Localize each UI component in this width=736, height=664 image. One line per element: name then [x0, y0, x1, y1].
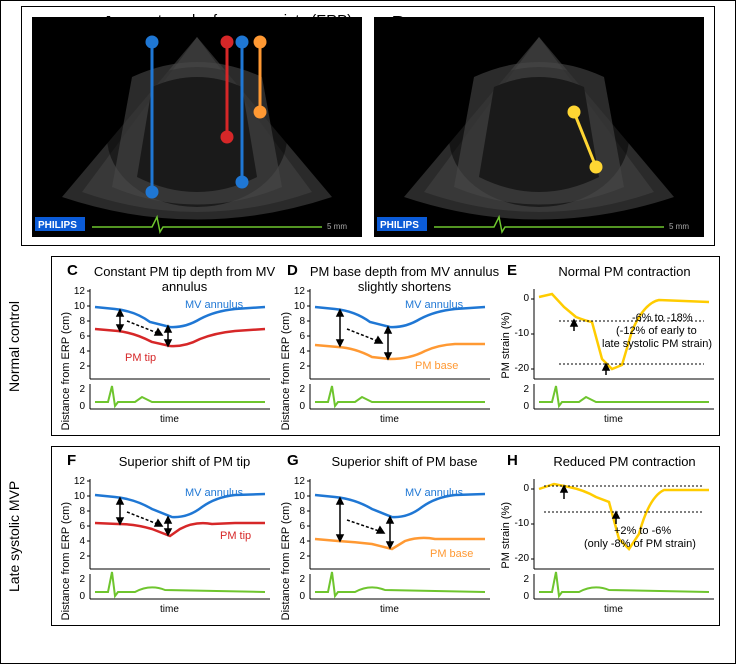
- pm-tip-label-c: PM tip: [125, 352, 156, 364]
- svg-text:4: 4: [79, 536, 85, 547]
- svg-text:8: 8: [79, 316, 85, 327]
- svg-text:5 mm: 5 mm: [669, 222, 689, 231]
- svg-text:2: 2: [299, 361, 305, 372]
- svg-text:6: 6: [299, 331, 305, 342]
- svg-text:0: 0: [79, 401, 85, 412]
- svg-text:0: 0: [523, 293, 529, 304]
- panel-d: D PM base depth from MV annulus slightly…: [282, 262, 497, 432]
- svg-text:4: 4: [299, 536, 305, 547]
- ultrasound-row: external reference points (ERP) A B: [21, 6, 715, 246]
- xlabel-f: time: [160, 604, 179, 615]
- svg-text:6: 6: [299, 521, 305, 532]
- xlabel-c: time: [160, 414, 179, 425]
- svg-text:2: 2: [523, 574, 529, 585]
- annot-h1: +2% to -6%: [614, 525, 671, 537]
- panel-g-title: Superior shift of PM base: [297, 454, 512, 469]
- panel-f-title: Superior shift of PM tip: [77, 454, 292, 469]
- ultrasound-a-svg: PHILIPS 5 mm: [32, 17, 362, 237]
- chart-d-svg: 12 10 8 6 4 2 MV annulus PM base: [282, 284, 497, 429]
- svg-text:12: 12: [74, 476, 86, 487]
- svg-text:-10: -10: [515, 328, 530, 339]
- svg-text:2: 2: [299, 384, 305, 395]
- svg-text:2: 2: [79, 574, 85, 585]
- svg-text:8: 8: [299, 316, 305, 327]
- chart-g-svg: 12 10 8 6 4 2 MV annulus PM base: [282, 474, 497, 619]
- panel-f: F Superior shift of PM tip 12 10 8 6 4 2…: [62, 452, 277, 622]
- svg-text:6: 6: [79, 521, 85, 532]
- mv-annulus-label-c: MV annulus: [185, 299, 244, 311]
- svg-text:2: 2: [79, 361, 85, 372]
- svg-text:-10: -10: [515, 518, 530, 529]
- svg-text:2: 2: [299, 551, 305, 562]
- svg-text:0: 0: [523, 483, 529, 494]
- annot-e1: -6% to -18%: [632, 312, 693, 324]
- chart-h-svg: 0 -10 -20 +2% to -6% (only -8% of PM str…: [502, 474, 717, 619]
- annot-h2: (only -8% of PM strain): [584, 538, 696, 550]
- svg-text:10: 10: [294, 491, 306, 502]
- panel-h-title: Reduced PM contraction: [517, 454, 732, 469]
- annot-e3: late systolic PM strain): [602, 338, 712, 350]
- mvp-row-label: Late systolic MVP: [6, 471, 46, 601]
- ylabel-h: PM strain (%): [500, 502, 512, 569]
- pm-tip-label-f: PM tip: [220, 530, 251, 542]
- svg-text:2: 2: [523, 384, 529, 395]
- mv-annulus-label-f: MV annulus: [185, 487, 244, 499]
- pm-base-label-d: PM base: [415, 360, 458, 372]
- svg-text:5 mm: 5 mm: [327, 222, 347, 231]
- svg-text:0: 0: [299, 591, 305, 602]
- svg-text:0: 0: [299, 401, 305, 412]
- panel-c: C Constant PM tip depth from MV annulus …: [62, 262, 277, 432]
- panel-e-title: Normal PM contraction: [517, 264, 732, 279]
- svg-text:8: 8: [79, 506, 85, 517]
- xlabel-d: time: [380, 414, 399, 425]
- ultrasound-panel-b: PHILIPS 5 mm: [374, 17, 704, 237]
- ultrasound-panel-a: PHILIPS 5 mm: [32, 17, 362, 237]
- figure-container: external reference points (ERP) A B: [0, 0, 736, 664]
- svg-text:4: 4: [299, 346, 305, 357]
- svg-text:4: 4: [79, 346, 85, 357]
- ylabel-c: Distance from ERP (cm): [60, 312, 72, 430]
- svg-text:0: 0: [79, 591, 85, 602]
- svg-text:-20: -20: [515, 363, 530, 374]
- svg-text:2: 2: [79, 551, 85, 562]
- svg-text:PHILIPS: PHILIPS: [380, 220, 419, 231]
- svg-text:10: 10: [294, 301, 306, 312]
- chart-e-svg: 0 -10 -20 -6% to -18% (-12% of early to …: [502, 284, 717, 429]
- philips-label: PHILIPS: [38, 220, 77, 231]
- xlabel-e: time: [604, 414, 623, 425]
- svg-text:12: 12: [74, 286, 86, 297]
- svg-text:0: 0: [523, 401, 529, 412]
- mvp-row: F Superior shift of PM tip 12 10 8 6 4 2…: [51, 446, 720, 626]
- ultrasound-b-svg: PHILIPS 5 mm: [374, 17, 704, 237]
- xlabel-g: time: [380, 604, 399, 615]
- normal-row-label: Normal control: [6, 286, 46, 406]
- annot-e2: (-12% of early to: [616, 325, 697, 337]
- mv-annulus-label-g: MV annulus: [405, 487, 464, 499]
- ylabel-d: Distance from ERP (cm): [280, 312, 292, 430]
- svg-text:6: 6: [79, 331, 85, 342]
- chart-c-svg: 12 10 8 6 4 2 MV annulus PM tip: [62, 284, 277, 429]
- mv-annulus-label-d: MV annulus: [405, 299, 464, 311]
- svg-text:10: 10: [74, 491, 86, 502]
- panel-e: E Normal PM contraction 0 -10 -20: [502, 262, 717, 432]
- panel-h: H Reduced PM contraction 0 -10 -20: [502, 452, 717, 622]
- chart-f-svg: 12 10 8 6 4 2 MV annulus PM tip: [62, 474, 277, 619]
- svg-text:0: 0: [523, 591, 529, 602]
- panel-g: G Superior shift of PM base 12 10 8 6 4 …: [282, 452, 497, 622]
- xlabel-h: time: [604, 604, 623, 615]
- ylabel-f: Distance from ERP (cm): [60, 502, 72, 620]
- svg-text:12: 12: [294, 286, 306, 297]
- svg-text:2: 2: [79, 384, 85, 395]
- ylabel-e: PM strain (%): [500, 312, 512, 379]
- ylabel-g: Distance from ERP (cm): [280, 502, 292, 620]
- svg-text:-20: -20: [515, 553, 530, 564]
- svg-text:8: 8: [299, 506, 305, 517]
- panel-label-f: F: [67, 452, 76, 469]
- svg-text:10: 10: [74, 301, 86, 312]
- pm-base-label-g: PM base: [430, 548, 473, 560]
- panel-label-e: E: [507, 262, 517, 279]
- normal-control-row: C Constant PM tip depth from MV annulus …: [51, 256, 720, 436]
- svg-text:2: 2: [299, 574, 305, 585]
- svg-text:12: 12: [294, 476, 306, 487]
